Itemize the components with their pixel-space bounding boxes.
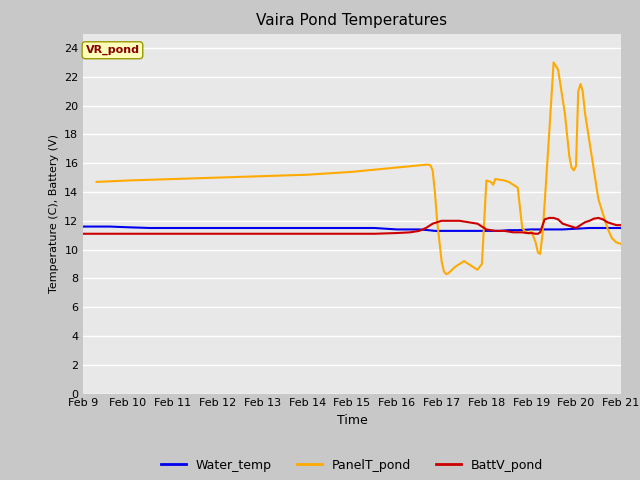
X-axis label: Time: Time (337, 414, 367, 427)
Y-axis label: Temperature (C), Battery (V): Temperature (C), Battery (V) (49, 134, 58, 293)
Text: VR_pond: VR_pond (86, 45, 140, 55)
Title: Vaira Pond Temperatures: Vaira Pond Temperatures (257, 13, 447, 28)
Legend: Water_temp, PanelT_pond, BattV_pond: Water_temp, PanelT_pond, BattV_pond (156, 454, 548, 477)
